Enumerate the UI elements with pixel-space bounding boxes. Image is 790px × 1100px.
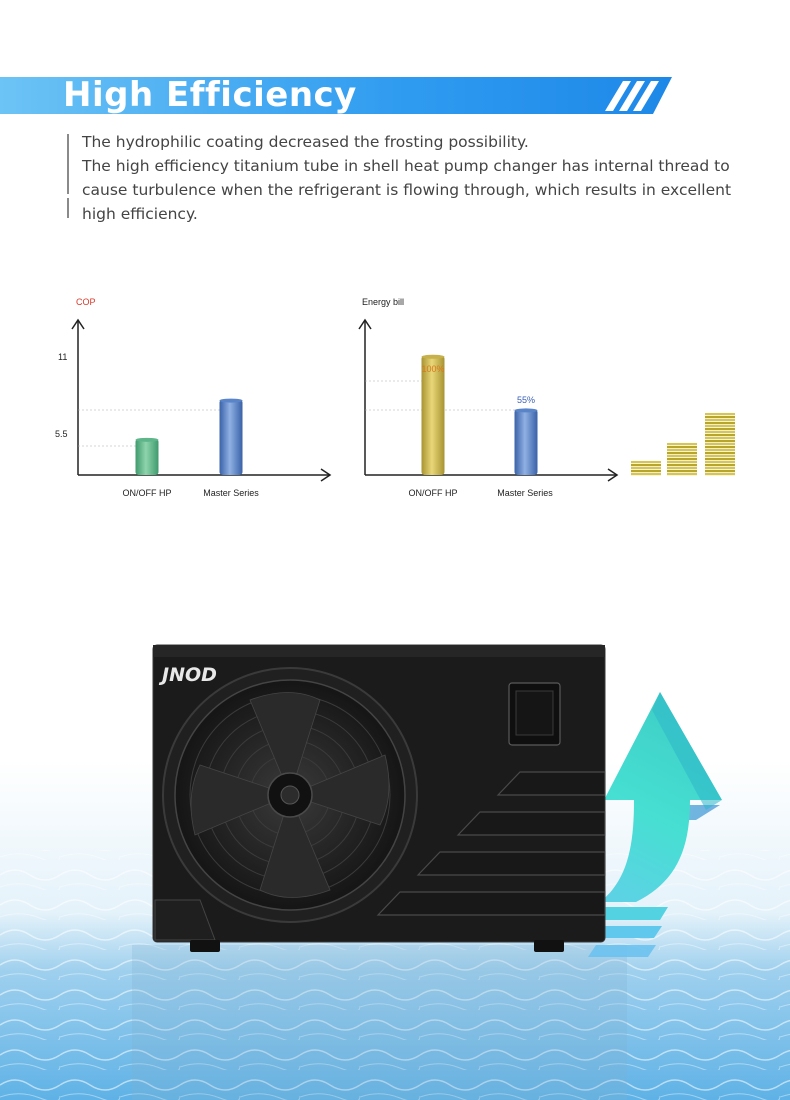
coin-layer	[705, 458, 735, 461]
control-panel-screen	[515, 690, 554, 736]
coin-layer	[667, 443, 697, 446]
energy-ylabel: Energy bill	[362, 297, 404, 307]
fan-blades	[190, 692, 390, 898]
coin-layer	[705, 470, 735, 473]
energy-data-label: 100%	[421, 364, 444, 374]
energy-bar-1	[421, 355, 445, 475]
coin-layer	[631, 470, 661, 473]
coin-layer	[667, 464, 697, 467]
cop-ylabel: COP	[76, 297, 96, 307]
energy-category-label: Master Series	[497, 488, 553, 498]
energy-bar-cap-1	[421, 354, 445, 359]
coin-layer	[667, 470, 697, 473]
charts-area: COP 11 5.5 ON/OFF HP Master Series Energ…	[55, 297, 735, 498]
unit-foot	[534, 940, 564, 952]
intro-line-1: The hydrophilic coating decreased the fr…	[82, 133, 529, 151]
coin-layer	[667, 449, 697, 452]
intro-divider	[67, 134, 69, 194]
page-title: High Efficiency	[63, 75, 357, 115]
energy-y-arrow	[358, 318, 372, 330]
coin-layer	[705, 452, 735, 455]
heat-pump-unit: JNOD	[152, 644, 606, 952]
coin-layer	[705, 428, 735, 431]
coin-layer	[631, 473, 661, 476]
fan-hub-cap	[280, 785, 300, 805]
energy-x-arrow	[607, 468, 619, 482]
coin-layer	[705, 455, 735, 458]
coin-layer	[667, 452, 697, 455]
coin-layer	[705, 422, 735, 425]
coin-stacks-icon	[631, 413, 735, 476]
coin-layer	[705, 461, 735, 464]
cop-y-arrow	[71, 318, 85, 330]
intro-line-2: The high efficiency titanium tube in she…	[82, 157, 732, 223]
coin-layer	[631, 461, 661, 464]
coin-layer	[705, 440, 735, 443]
coin-layer	[705, 416, 735, 419]
coin-layer	[667, 446, 697, 449]
coin-layer	[667, 455, 697, 458]
cop-ytick: 5.5	[55, 429, 68, 439]
coin-layer	[705, 446, 735, 449]
coin-layer	[667, 467, 697, 470]
unit-top-edge	[153, 645, 605, 657]
energy-data-label: 55%	[517, 395, 535, 405]
coin-layer	[705, 449, 735, 452]
cop-bar-cap-2	[219, 398, 243, 403]
coin-layer	[705, 425, 735, 428]
cop-x-arrow	[320, 468, 332, 482]
cop-bar-cap-1	[135, 437, 159, 442]
coin-layer	[667, 473, 697, 476]
banner-stripes-icon	[605, 81, 659, 111]
coin-layer	[705, 434, 735, 437]
brand-logo: JNOD	[158, 664, 217, 686]
intro-block: The hydrophilic coating decreased the fr…	[67, 130, 747, 226]
header-banner	[0, 77, 672, 114]
cop-category-label: Master Series	[203, 488, 259, 498]
coin-layer	[705, 467, 735, 470]
unit-foot	[190, 940, 220, 952]
cop-ytick: 11	[58, 352, 67, 362]
coin-layer	[705, 437, 735, 440]
coin-layer	[705, 443, 735, 446]
coin-layer	[705, 431, 735, 434]
cop-chart: COP 11 5.5 ON/OFF HP Master Series	[55, 297, 332, 498]
coin-layer	[705, 413, 735, 416]
coin-layer	[631, 464, 661, 467]
unit-reflection	[132, 945, 627, 1100]
side-louvers	[376, 771, 606, 916]
cop-bar-2	[219, 399, 243, 475]
efficiency-up-arrow-icon	[588, 692, 722, 957]
coin-layer	[705, 419, 735, 422]
energy-bar-cap-2	[514, 408, 538, 413]
energy-bar-2	[514, 409, 538, 475]
coin-layer	[705, 464, 735, 467]
energy-category-label: ON/OFF HP	[409, 488, 458, 498]
cop-bar-1	[135, 438, 159, 475]
energy-chart: Energy bill 100% 55% ON/OFF HP Master Se…	[358, 297, 619, 498]
coin-layer	[667, 458, 697, 461]
intro-divider-lower	[67, 198, 69, 218]
coin-layer	[667, 461, 697, 464]
coin-layer	[631, 467, 661, 470]
cop-category-label: ON/OFF HP	[123, 488, 172, 498]
product-scene: JNOD	[0, 644, 790, 1100]
coin-layer	[705, 473, 735, 476]
